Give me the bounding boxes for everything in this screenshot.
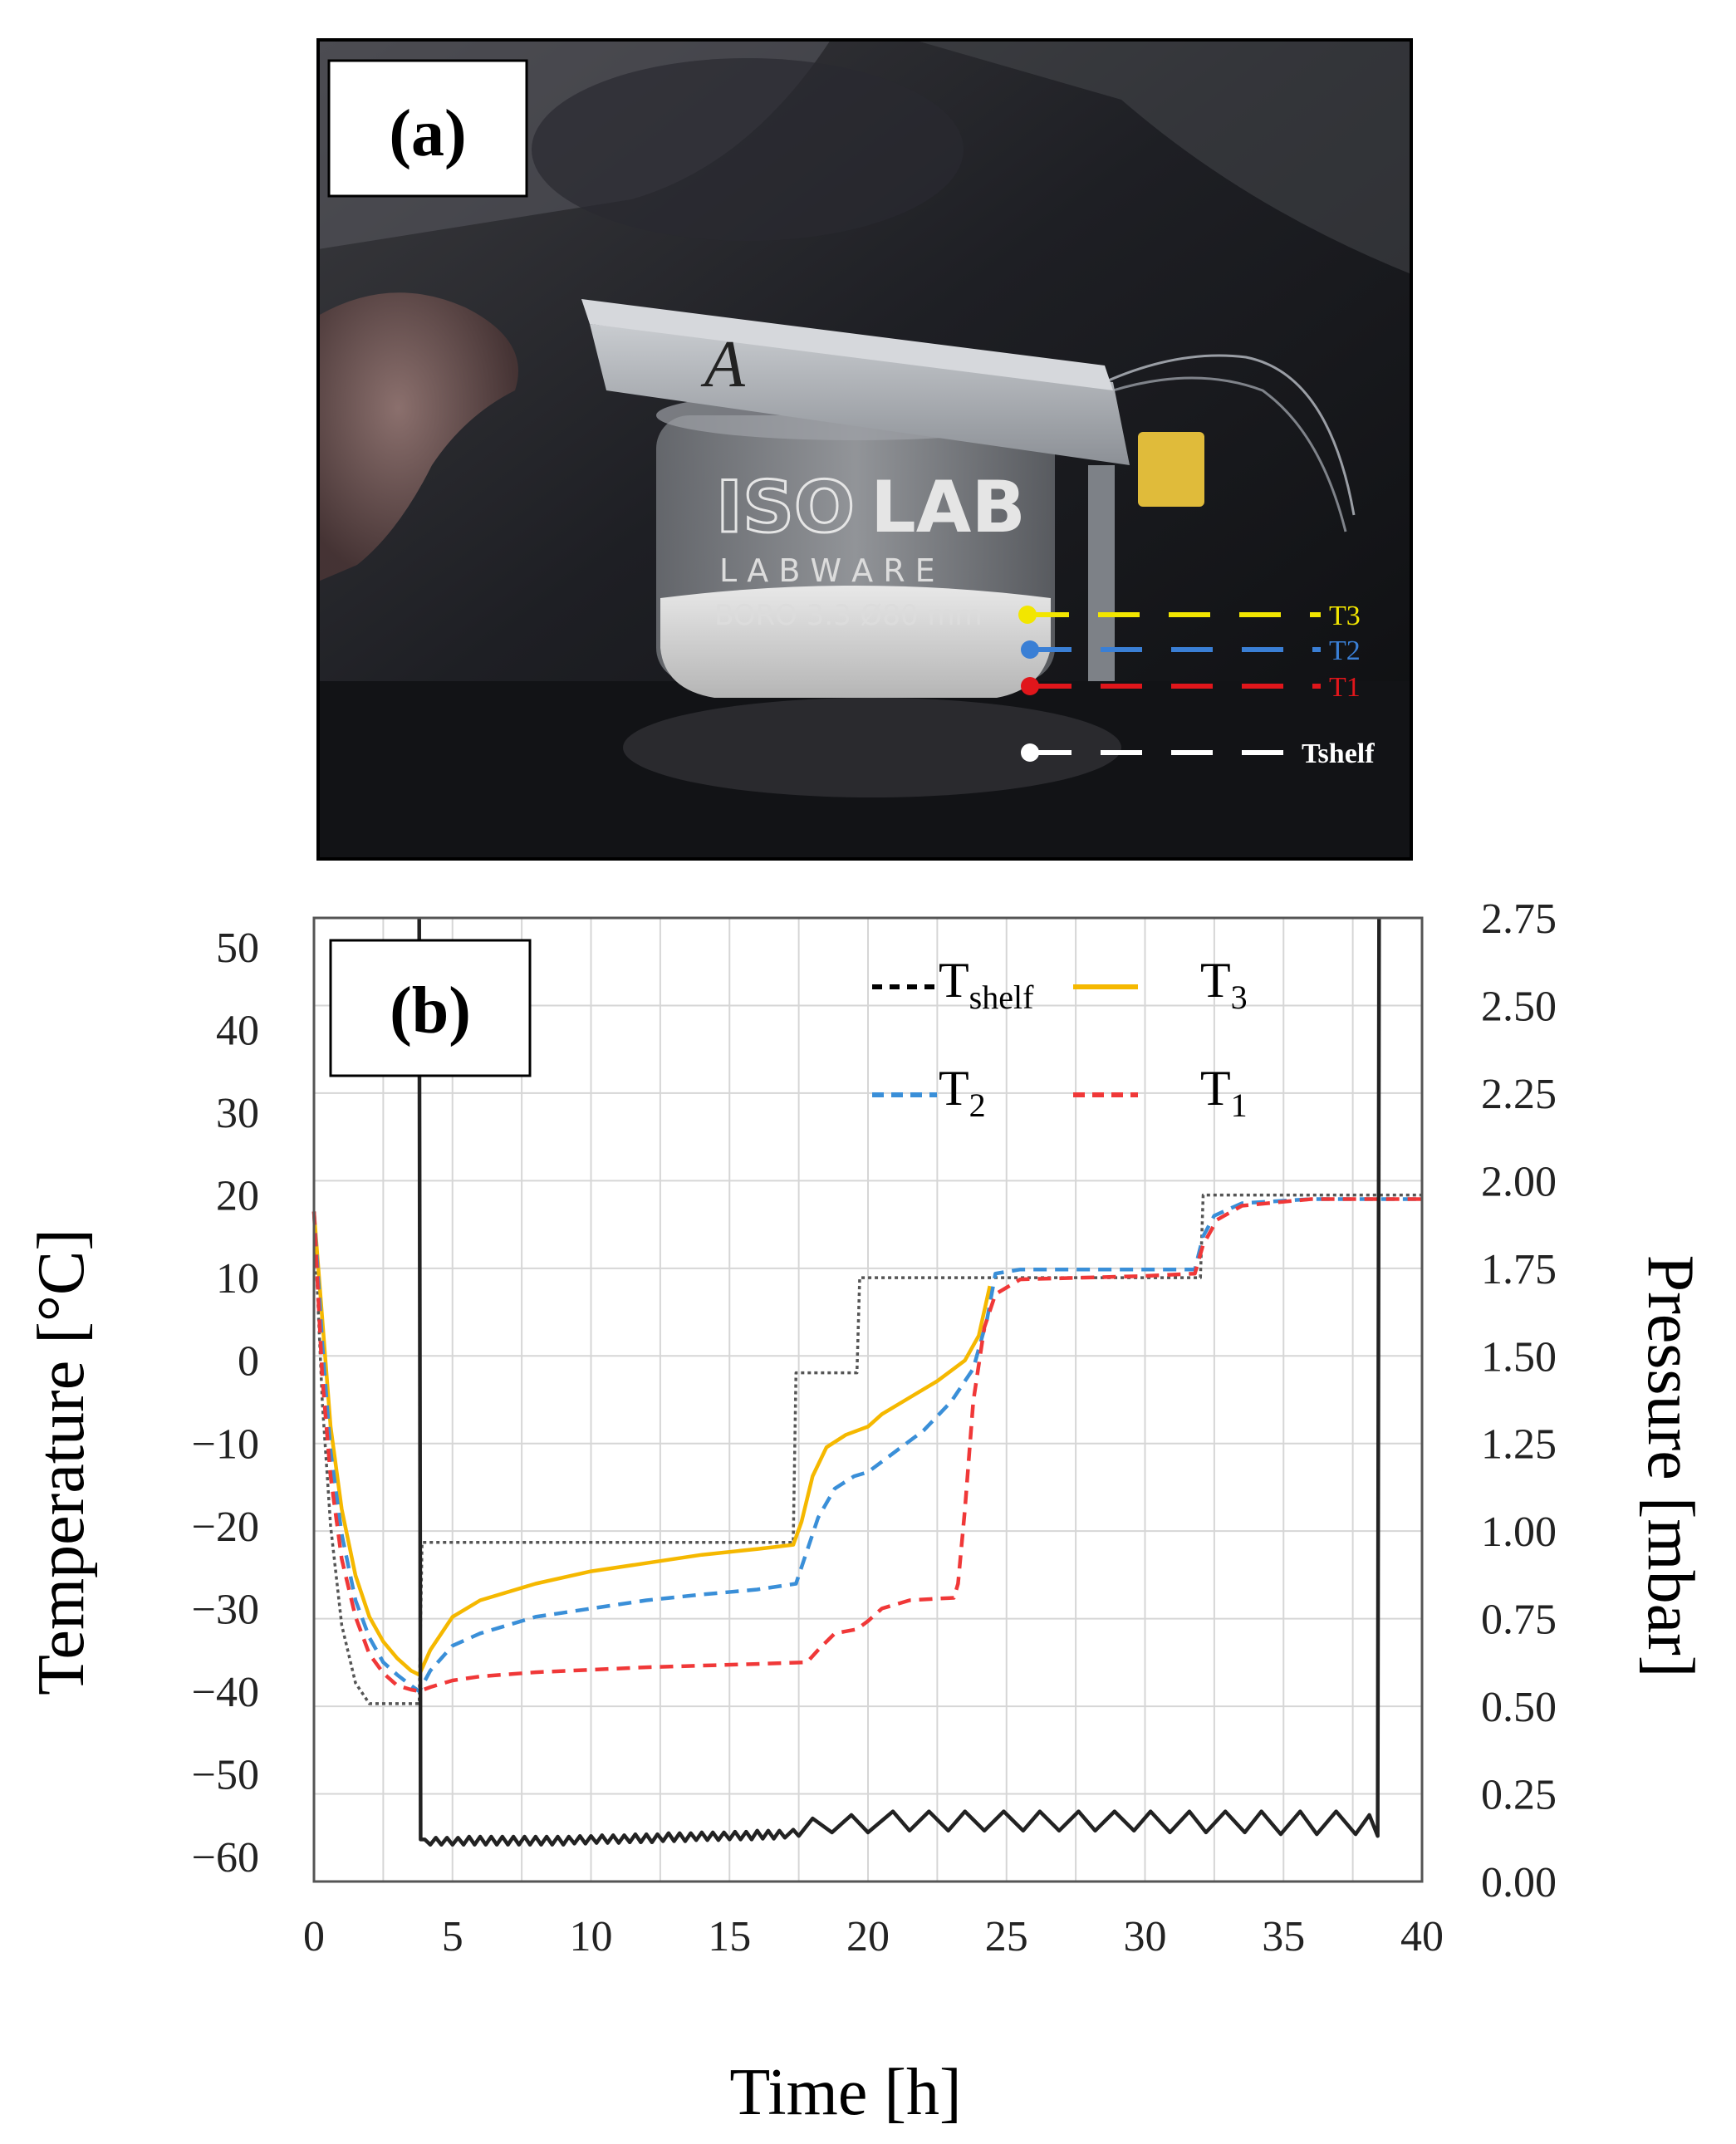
series-line-shelf	[312, 1193, 1422, 1705]
y-tick-label: 40	[216, 1007, 259, 1054]
x-tick-label: 15	[708, 1913, 751, 1960]
x-tick-label: 20	[846, 1913, 890, 1960]
y-tick-label: −50	[192, 1752, 259, 1799]
y-tick-label: −20	[192, 1504, 259, 1551]
panel-label-a: (a)	[389, 97, 466, 170]
photo-panel: ISO LAB L A B W A R E BORO 3.3 Ø80 mm A …	[316, 38, 1413, 861]
legend-sub-t3: 3	[1231, 979, 1248, 1016]
plot-area-border	[312, 916, 1424, 1883]
legend-label-t1: T	[1200, 1061, 1231, 1116]
y2-tick-label: 2.75	[1481, 895, 1557, 943]
y2-tick-labels: 2.75 2.50 2.25 2.00 1.75 1.50 1.25 1.00 0.75 0.50…	[1481, 895, 1557, 1906]
y-tick-label: −40	[192, 1669, 259, 1716]
legend-item-t2: T2	[872, 1061, 986, 1124]
sensor-marker-t2: T2	[1021, 635, 1361, 666]
sensor-label-t1: T1	[1329, 672, 1361, 703]
panel-label-box-a	[327, 59, 528, 198]
panel-label-box-b	[329, 939, 532, 1077]
yellow-connector	[1138, 432, 1204, 507]
y2-tick-label: 0.25	[1481, 1772, 1557, 1819]
plot-frame	[312, 916, 1424, 1883]
y2-tick-label: 1.75	[1481, 1246, 1557, 1293]
legend-sub-tshelf: shelf	[969, 979, 1034, 1016]
jar-lid	[590, 324, 1130, 465]
legend-label-t2: T	[939, 1061, 969, 1116]
legend-item-t3: T3	[1073, 953, 1248, 1016]
x-tick-label: 5	[442, 1913, 463, 1960]
reflection	[532, 58, 964, 241]
sensor-wire	[1104, 354, 1356, 516]
x-tick-label: 35	[1262, 1913, 1305, 1960]
sensor-label-t2: T2	[1329, 635, 1361, 666]
legend-item-tshelf: Tshelf	[872, 953, 1034, 1016]
legend-label-t3: T	[1200, 953, 1231, 1008]
y-tick-label: −60	[192, 1834, 259, 1882]
y-tick-label: −30	[192, 1586, 259, 1633]
y-tick-label: 0	[238, 1338, 259, 1386]
brand-iso: ISO	[716, 466, 855, 549]
series-line-t3	[311, 1211, 992, 1677]
legend-label-tshelf: T	[939, 953, 969, 1008]
series-line-t1	[311, 1197, 1422, 1694]
legend-sub-t2: 2	[969, 1087, 986, 1124]
svg-text:T1: T1	[1200, 1061, 1248, 1124]
y2-tick-label: 2.50	[1481, 983, 1557, 1030]
hand-reflection	[318, 292, 518, 581]
y-tick-label: −10	[192, 1420, 259, 1468]
lid-strap	[1088, 465, 1115, 681]
panel-label-b: (b)	[390, 974, 471, 1047]
y-tick-labels: 50 40 30 20 10 0 −10 −20 −30 −40 −50 −60	[192, 925, 259, 1882]
powder-sample	[660, 586, 1051, 698]
y2-tick-label: 0.50	[1481, 1684, 1557, 1731]
brand-sub: L A B W A R E	[719, 552, 935, 589]
x-tick-label: 10	[570, 1913, 613, 1960]
y2-tick-label: 1.25	[1481, 1421, 1557, 1469]
sensor-wire	[1112, 376, 1347, 532]
legend: Tshelf T3 T2 T1	[872, 953, 1248, 1124]
pressure-layer	[417, 917, 1381, 1847]
svg-text:T3: T3	[1200, 953, 1248, 1016]
x-tick-label: 40	[1400, 1913, 1444, 1960]
x-tick-label: 25	[985, 1913, 1028, 1960]
legend-sub-t1: 1	[1231, 1087, 1248, 1124]
sensor-marker-t3: T3	[1018, 601, 1361, 631]
x-tick-labels: 0 5 10 15 20 25 30 35 40	[303, 1913, 1444, 1960]
lid-top	[581, 299, 1113, 390]
series-line-t2	[311, 1197, 1422, 1694]
sensor-marker-t1: T1	[1021, 672, 1361, 703]
brand-lab: LAB	[870, 466, 1026, 549]
x-axis-label: Time [h]	[729, 2056, 961, 2129]
y2-tick-label: 2.00	[1481, 1158, 1557, 1205]
sensor-label-tshelf: Tshelf	[1302, 738, 1375, 769]
y-axis-label: Temperature [°C]	[25, 1229, 98, 1695]
shelf-reflection	[623, 698, 1121, 797]
y2-tick-label: 1.00	[1481, 1509, 1557, 1556]
svg-text:Tshelf: Tshelf	[939, 953, 1034, 1016]
y-tick-label: 20	[216, 1173, 259, 1220]
y-tick-label: 30	[216, 1090, 259, 1137]
photo-border	[316, 38, 1413, 861]
y-tick-label: 10	[216, 1255, 259, 1303]
x-tick-label: 0	[303, 1913, 325, 1960]
y2-axis-label: Pressure [mbar]	[1634, 1255, 1707, 1678]
series-line-pressure	[417, 917, 1381, 1847]
lid-mark: A	[700, 328, 746, 401]
y2-tick-label: 1.50	[1481, 1333, 1557, 1381]
reflection	[914, 40, 1411, 274]
y-tick-label: 50	[216, 925, 259, 972]
sensor-marker-tshelf: Tshelf	[1021, 738, 1375, 769]
y2-tick-label: 2.25	[1481, 1071, 1557, 1118]
series-layer	[311, 1193, 1422, 1705]
y2-tick-label: 0.75	[1481, 1597, 1557, 1644]
svg-text:T2: T2	[939, 1061, 986, 1124]
legend-item-t1: T1	[1073, 1061, 1248, 1124]
y2-tick-label: 0.00	[1481, 1859, 1557, 1906]
jar-spec-text: BORO 3.3 Ø80 mm	[714, 599, 983, 632]
x-tick-label: 30	[1124, 1913, 1167, 1960]
sensor-label-t3: T3	[1329, 601, 1361, 631]
